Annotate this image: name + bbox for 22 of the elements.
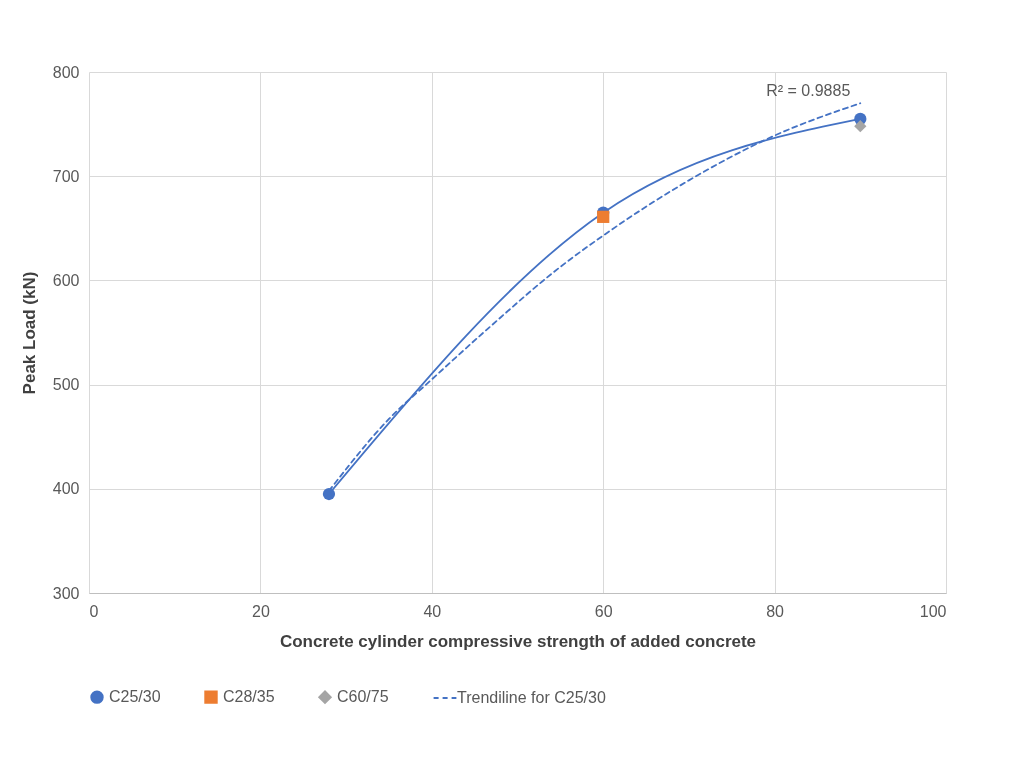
annotation: R² = 0.9885 bbox=[766, 82, 851, 100]
legend-label: C28/35 bbox=[223, 688, 275, 706]
point bbox=[854, 120, 867, 133]
y-axis-title: Peak Load (kN) bbox=[19, 271, 39, 395]
x-axis-title: Concrete cylinder compressive strength of added concrete bbox=[279, 631, 757, 651]
y-tick-label: 600 bbox=[52, 271, 80, 289]
point bbox=[597, 210, 610, 223]
point bbox=[322, 487, 336, 501]
x-tick-label: 100 bbox=[919, 602, 947, 620]
x-tick-label: 60 bbox=[594, 602, 613, 620]
y-tick-label: 800 bbox=[52, 63, 80, 81]
y-tick-label: 400 bbox=[52, 480, 80, 498]
x-tick-label: 80 bbox=[766, 602, 785, 620]
y-tick-label: 300 bbox=[52, 584, 80, 602]
x-tick-label: 0 bbox=[89, 602, 99, 620]
y-tick-label: 500 bbox=[52, 376, 80, 394]
y-tick-label: 700 bbox=[52, 167, 80, 185]
x-tick-label: 20 bbox=[252, 602, 270, 620]
legend-label: Trendiline for C25/30 bbox=[457, 689, 606, 706]
legend-label: C25/30 bbox=[109, 688, 161, 706]
x-tick-label: 40 bbox=[423, 602, 442, 620]
legend-label: C60/75 bbox=[337, 688, 389, 706]
